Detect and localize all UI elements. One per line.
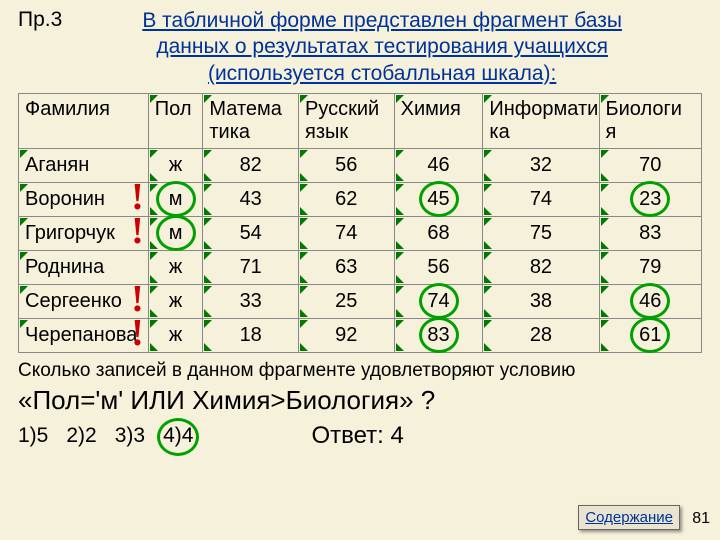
surname-cell: Аганян bbox=[19, 148, 149, 182]
title: В табличной форме представлен фрагмент б… bbox=[82, 8, 682, 87]
table-row: Аганянж8256463270 bbox=[19, 148, 702, 182]
column-header: Фамилия bbox=[19, 93, 149, 148]
value-cell: ж bbox=[148, 250, 203, 284]
value-cell: 83 bbox=[599, 216, 702, 250]
value-cell: 68 bbox=[394, 216, 483, 250]
value-cell: 70 bbox=[599, 148, 702, 182]
header: Пр.3 В табличной форме представлен фрагм… bbox=[18, 8, 702, 87]
value-cell: 38 bbox=[483, 284, 599, 318]
value-cell: 82 bbox=[483, 250, 599, 284]
column-header: Русскийязык bbox=[299, 93, 395, 148]
value-cell: 46 bbox=[599, 284, 702, 318]
value-cell: м bbox=[148, 182, 203, 216]
question-text: Сколько записей в данном фрагменте удовл… bbox=[18, 359, 702, 384]
column-header: Химия bbox=[394, 93, 483, 148]
value-cell: 62 bbox=[299, 182, 395, 216]
surname-cell: Воронин! bbox=[19, 182, 149, 216]
answer-option: 3)3 bbox=[115, 424, 145, 447]
answer-option: 4)4 bbox=[163, 424, 193, 447]
column-header: Информатика bbox=[483, 93, 599, 148]
value-cell: 18 bbox=[203, 318, 299, 352]
answer-option: 1)5 bbox=[18, 424, 48, 447]
data-table: ФамилияПолМатематикаРусскийязыкХимияИнфо… bbox=[18, 93, 702, 353]
table-row: Черепанова!ж1892832861 bbox=[19, 318, 702, 352]
answer-option: 2)2 bbox=[66, 424, 96, 447]
table-row: Роднинаж7163568279 bbox=[19, 250, 702, 284]
value-cell: ж bbox=[148, 284, 203, 318]
table-row: Воронин!м4362457423 bbox=[19, 182, 702, 216]
condition-text: «Пол='м' ИЛИ Химия>Биология» ? bbox=[18, 385, 702, 416]
value-cell: 46 bbox=[394, 148, 483, 182]
value-cell: 43 bbox=[203, 182, 299, 216]
value-cell: 74 bbox=[483, 182, 599, 216]
value-cell: 45 bbox=[394, 182, 483, 216]
value-cell: 61 bbox=[599, 318, 702, 352]
value-cell: 28 bbox=[483, 318, 599, 352]
surname-cell: Роднина bbox=[19, 250, 149, 284]
slide-page: { "background_color": "#f5f1db", "ex_lab… bbox=[0, 0, 720, 540]
surname-cell: Черепанова! bbox=[19, 318, 149, 352]
table-wrapper: ФамилияПолМатематикаРусскийязыкХимияИнфо… bbox=[18, 93, 702, 353]
bottom-row: 1)5 2)2 3)3 4)4 Ответ: 4 bbox=[18, 422, 702, 450]
value-cell: 33 bbox=[203, 284, 299, 318]
value-cell: 75 bbox=[483, 216, 599, 250]
value-cell: 79 bbox=[599, 250, 702, 284]
answer-options: 1)5 2)2 3)3 4)4 bbox=[18, 424, 211, 448]
table-row: Григорчук!м5474687583 bbox=[19, 216, 702, 250]
table-row: Сергеенко!ж3325743846 bbox=[19, 284, 702, 318]
value-cell: 74 bbox=[394, 284, 483, 318]
exercise-label: Пр.3 bbox=[18, 8, 62, 32]
surname-cell: Сергеенко! bbox=[19, 284, 149, 318]
value-cell: 83 bbox=[394, 318, 483, 352]
answer-text: Ответ: 4 bbox=[311, 422, 403, 450]
value-cell: 74 bbox=[299, 216, 395, 250]
value-cell: 32 bbox=[483, 148, 599, 182]
value-cell: 71 bbox=[203, 250, 299, 284]
value-cell: 54 bbox=[203, 216, 299, 250]
value-cell: 25 bbox=[299, 284, 395, 318]
value-cell: 56 bbox=[394, 250, 483, 284]
page-number: 81 bbox=[692, 510, 710, 528]
value-cell: 63 bbox=[299, 250, 395, 284]
column-header: Пол bbox=[148, 93, 203, 148]
value-cell: ж bbox=[148, 148, 203, 182]
value-cell: м bbox=[148, 216, 203, 250]
value-cell: 82 bbox=[203, 148, 299, 182]
contents-button[interactable]: Содержание bbox=[578, 505, 680, 530]
column-header: Математика bbox=[203, 93, 299, 148]
exclamation-icon: ! bbox=[131, 209, 144, 253]
value-cell: 56 bbox=[299, 148, 395, 182]
exclamation-icon: ! bbox=[131, 175, 144, 219]
value-cell: 23 bbox=[599, 182, 702, 216]
value-cell: 92 bbox=[299, 318, 395, 352]
value-cell: ж bbox=[148, 318, 203, 352]
column-header: Биология bbox=[599, 93, 702, 148]
exclamation-icon: ! bbox=[131, 277, 144, 321]
surname-cell: Григорчук! bbox=[19, 216, 149, 250]
